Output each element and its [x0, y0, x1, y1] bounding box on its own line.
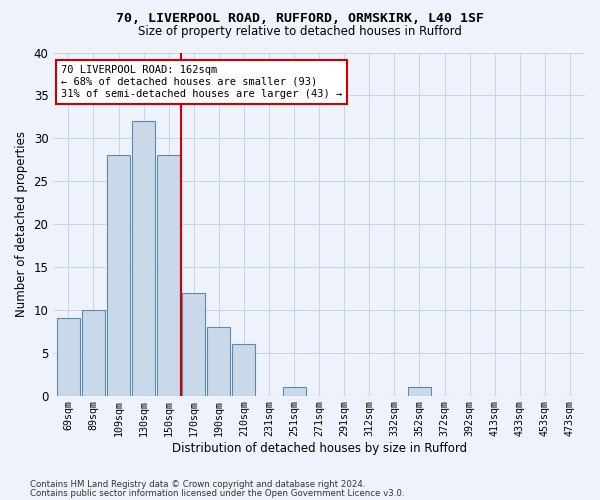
Text: Contains HM Land Registry data © Crown copyright and database right 2024.: Contains HM Land Registry data © Crown c… — [30, 480, 365, 489]
Text: Size of property relative to detached houses in Rufford: Size of property relative to detached ho… — [138, 25, 462, 38]
Bar — [182, 292, 205, 396]
Bar — [232, 344, 256, 396]
Bar — [57, 318, 80, 396]
Text: Contains public sector information licensed under the Open Government Licence v3: Contains public sector information licen… — [30, 489, 404, 498]
Bar — [207, 327, 230, 396]
Bar — [157, 156, 180, 396]
Text: 70, LIVERPOOL ROAD, RUFFORD, ORMSKIRK, L40 1SF: 70, LIVERPOOL ROAD, RUFFORD, ORMSKIRK, L… — [116, 12, 484, 26]
Y-axis label: Number of detached properties: Number of detached properties — [15, 131, 28, 317]
Bar — [408, 387, 431, 396]
Bar — [132, 121, 155, 396]
Text: 70 LIVERPOOL ROAD: 162sqm
← 68% of detached houses are smaller (93)
31% of semi-: 70 LIVERPOOL ROAD: 162sqm ← 68% of detac… — [61, 66, 342, 98]
Bar — [283, 387, 305, 396]
X-axis label: Distribution of detached houses by size in Rufford: Distribution of detached houses by size … — [172, 442, 467, 455]
Bar — [82, 310, 105, 396]
Bar — [107, 156, 130, 396]
